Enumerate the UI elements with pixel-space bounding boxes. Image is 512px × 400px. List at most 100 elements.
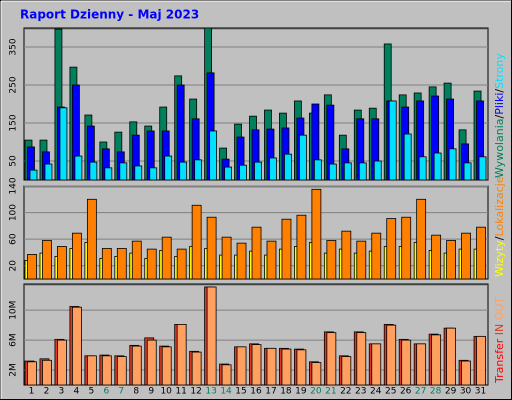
x-tick-label: 13 [205,387,216,397]
bar [251,344,262,386]
x-tick-label: 7 [118,387,124,397]
bar [206,216,217,280]
x-tick-label: 20 [310,387,322,397]
bar [269,157,277,181]
bar [448,148,457,181]
x-tick-label: 15 [235,387,246,397]
x-tick-label: 5 [88,387,94,397]
x-tick-label: 8 [133,387,139,397]
x-tick-label: 9 [148,387,154,397]
bar [29,169,38,181]
bar [104,167,113,181]
x-tick-label: 11 [175,387,186,397]
bar [86,198,97,280]
bar [131,240,142,280]
bar [194,159,203,181]
y-tick-label: 140 [9,177,19,194]
bar [86,355,97,386]
bar [251,226,262,280]
bar [161,346,172,386]
bar [221,364,232,386]
legend-entry: Strony [493,53,506,89]
bar [401,216,412,280]
bar [116,356,127,386]
bar [373,160,382,181]
x-tick-label: 6 [103,387,109,397]
bar [326,240,337,280]
y-tick-label: 350 [9,38,19,55]
legend-entry: Transfer [493,338,506,384]
x-tick-label: 26 [400,387,412,397]
bar [296,349,307,386]
x-tick-label: 22 [340,387,351,397]
bar [149,167,158,181]
bar [281,348,292,386]
bar [44,163,53,181]
bar [236,346,247,386]
legend-entry: / [493,236,506,240]
bar [176,248,187,280]
x-tick-label: 16 [250,387,262,397]
bar [311,362,322,386]
bar [161,236,172,280]
bar [416,343,427,386]
bar [206,286,217,386]
bar [358,162,367,181]
x-tick-label: 31 [475,387,486,397]
bar [299,134,307,181]
legend-entry: OUT [493,297,506,321]
bar [266,240,277,280]
legend: Wywolania/Pliki/Strony [493,53,506,178]
bar [254,161,262,181]
bar [356,240,367,280]
x-tick-label: 12 [190,387,201,397]
bar [371,232,382,280]
bar [191,204,202,280]
bar [328,163,337,181]
bar [239,164,247,181]
y-tick-label: 10M [9,301,19,320]
legend-entry: Pliki [493,93,506,115]
bar [101,248,112,280]
bar [371,343,382,386]
bar [478,156,487,181]
bar [146,248,157,280]
bar [89,161,98,181]
bar [388,100,397,181]
bar [401,339,412,386]
x-tick-label: 17 [265,387,276,397]
bar [341,230,352,280]
bar [463,162,472,181]
bar [27,361,37,386]
y-tick-label: 100 [9,204,19,221]
x-tick-label: 1 [29,387,35,397]
legend-entry: / [493,89,506,93]
bar [343,162,352,181]
bar [57,246,67,280]
x-tick-label: 30 [460,387,472,397]
bar [27,254,37,280]
bar [476,335,486,386]
y-tick-label: 60 [9,233,19,245]
bar [236,242,247,280]
x-tick-label: 10 [160,387,172,397]
chart-title: Raport Dzienny - Maj 2023 [20,8,199,22]
y-tick-label: 2M [9,363,19,377]
bar [179,161,188,181]
x-tick-label: 2 [44,387,50,397]
bar [164,155,173,181]
x-tick-label: 3 [59,387,65,397]
bar [461,232,471,280]
bar [356,332,367,386]
bar [281,218,292,280]
x-tick-label: 4 [74,387,80,397]
bar [433,152,442,181]
legend-entry: Wywolania [493,119,506,179]
bar [134,165,143,181]
bar [72,232,82,280]
x-tick-label: 18 [280,387,292,397]
bar [284,153,292,181]
bar [296,214,307,280]
bar [418,156,427,181]
